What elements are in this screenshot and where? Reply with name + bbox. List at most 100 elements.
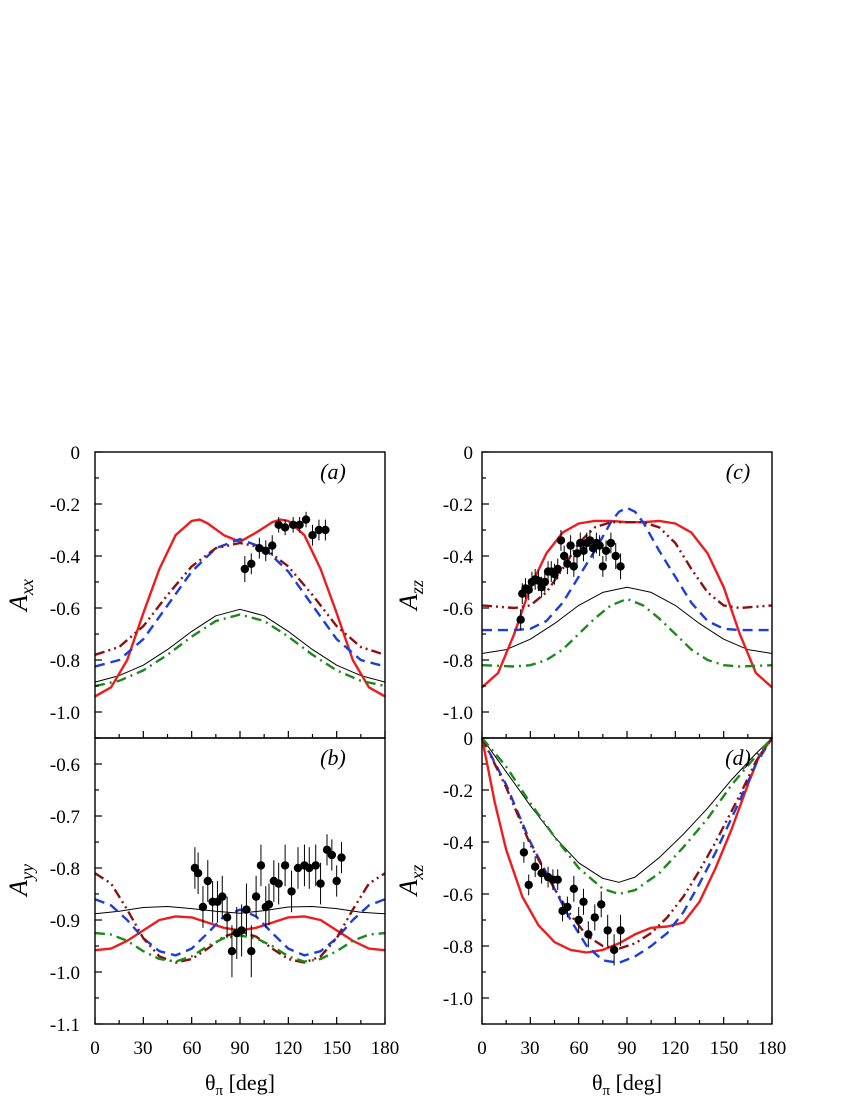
panel-b-xtick-label: 150 bbox=[323, 1038, 352, 1059]
data-point bbox=[516, 615, 525, 624]
panel-a-ylabel-sub: xx bbox=[17, 579, 37, 596]
data-point bbox=[264, 900, 274, 909]
panel-b-xtick-label: 120 bbox=[274, 1038, 303, 1059]
panel-b: (b) Ayy -0.6 -0.7 -0.8 -0.9 -1.0 -1.1 0 … bbox=[4, 737, 399, 1059]
curve-thin-black bbox=[481, 586, 773, 654]
data-point bbox=[280, 861, 290, 870]
data-point bbox=[301, 515, 311, 524]
curve-green-dashdot bbox=[94, 931, 386, 963]
panel-a-ytick-label: -0.6 bbox=[50, 599, 80, 620]
panel-a-frame bbox=[94, 451, 386, 739]
data-point bbox=[261, 546, 270, 555]
panel-b-frame bbox=[94, 737, 386, 1025]
panel-d-ytick-label: -0.6 bbox=[443, 885, 473, 906]
panel-d-xtick-label: 180 bbox=[758, 1038, 787, 1059]
panel-d-xtick-label: 90 bbox=[618, 1038, 637, 1059]
panel-b-label: (b) bbox=[320, 745, 346, 770]
curve-blue-dashed bbox=[482, 506, 772, 632]
panel-b-ytick-label: -1.1 bbox=[50, 1015, 80, 1036]
data-point bbox=[311, 861, 320, 870]
data-point bbox=[579, 546, 588, 555]
data-point bbox=[576, 538, 585, 548]
panel-c-ytick-label: -1.0 bbox=[443, 703, 473, 724]
data-point bbox=[247, 559, 256, 568]
panel-b-curves bbox=[94, 872, 386, 964]
panel-c-ytick-label: -0.6 bbox=[443, 599, 473, 620]
data-point bbox=[280, 523, 290, 532]
panel-d-xtick-label: 120 bbox=[661, 1038, 690, 1059]
panel-d-data-points bbox=[519, 842, 625, 966]
panel-d-ytick-label: -0.2 bbox=[443, 781, 473, 802]
panel-b-x-tick-labels: 0 30 60 90 120 150 180 bbox=[90, 1038, 399, 1059]
data-point bbox=[616, 926, 625, 935]
panel-c-ylabel-sub: zz bbox=[407, 580, 427, 595]
panel-d-ylabel: Axz bbox=[394, 865, 427, 898]
data-point bbox=[247, 947, 256, 956]
data-point bbox=[553, 875, 562, 884]
x-axis-title-unit: [deg] bbox=[223, 1070, 275, 1095]
data-point bbox=[584, 930, 593, 939]
panel-c-label: (c) bbox=[726, 459, 750, 484]
curve-blue-dashed bbox=[94, 898, 386, 957]
panel-d-label: (d) bbox=[725, 745, 751, 770]
data-point bbox=[606, 538, 616, 548]
data-point bbox=[566, 541, 575, 550]
data-point bbox=[524, 585, 533, 594]
data-point bbox=[288, 520, 298, 529]
data-point bbox=[295, 520, 304, 529]
data-point bbox=[530, 862, 540, 871]
data-point bbox=[603, 926, 612, 935]
data-point bbox=[198, 902, 208, 912]
panel-c-data-points bbox=[516, 530, 625, 631]
panel-d-ytick-label: 0 bbox=[464, 729, 474, 750]
data-point bbox=[534, 576, 543, 585]
curve-thin-black bbox=[94, 608, 386, 683]
data-point bbox=[227, 947, 237, 956]
x-axis-title-sub: π bbox=[603, 1083, 611, 1099]
panel-b-xtick-label: 0 bbox=[90, 1038, 100, 1059]
panel-d-xtick-label: 0 bbox=[477, 1038, 487, 1059]
panel-d-x-tick-labels: 0 30 60 90 120 150 180 bbox=[477, 1038, 786, 1059]
data-point bbox=[574, 915, 583, 925]
data-point bbox=[611, 551, 620, 561]
data-point bbox=[559, 551, 569, 561]
data-point bbox=[569, 884, 579, 893]
data-point bbox=[598, 562, 608, 571]
data-point bbox=[616, 562, 625, 571]
data-point bbox=[540, 577, 550, 587]
data-point bbox=[287, 887, 296, 896]
panel-d-ytick-label: -0.8 bbox=[443, 937, 473, 958]
data-point bbox=[242, 905, 251, 914]
data-point bbox=[563, 902, 572, 912]
data-point bbox=[314, 525, 324, 535]
curve-blue-dashed bbox=[94, 537, 386, 668]
data-point bbox=[563, 559, 572, 568]
data-point bbox=[524, 880, 533, 890]
data-point bbox=[240, 564, 250, 574]
panel-c-y-tick-labels: 0 -0.2 -0.4 -0.6 -0.8 -1.0 bbox=[443, 443, 474, 724]
panel-b-xtick-label: 90 bbox=[231, 1038, 250, 1059]
data-point bbox=[519, 848, 529, 857]
panel-d: (d) Axz 0 -0.2 -0.4 -0.6 -0.8 -1.0 0 30 … bbox=[394, 729, 786, 1059]
curve-thin-black bbox=[481, 737, 773, 883]
panel-b-xtick-label: 180 bbox=[371, 1038, 400, 1059]
data-point bbox=[601, 546, 611, 555]
panel-a-y-tick-labels: 0 -0.2 -0.4 -0.6 -0.8 -1.0 bbox=[50, 443, 81, 724]
panel-c: (c) Azz 0 -0.2 -0.4 -0.6 -0.8 -1.0 bbox=[394, 443, 773, 739]
panel-b-ylabel-sub: yy bbox=[17, 864, 37, 882]
panel-a-label: (a) bbox=[320, 459, 346, 484]
panel-d-xtick-label: 150 bbox=[710, 1038, 739, 1059]
data-point bbox=[556, 536, 566, 545]
data-point bbox=[579, 897, 588, 906]
data-point bbox=[268, 541, 277, 550]
panel-d-y-tick-labels: 0 -0.2 -0.4 -0.6 -0.8 -1.0 bbox=[443, 729, 474, 1010]
panel-b-ticks bbox=[94, 737, 386, 1025]
panel-a-ticks bbox=[94, 451, 386, 739]
panel-d-ylabel-main: A bbox=[394, 879, 423, 897]
data-point bbox=[193, 869, 203, 878]
data-point bbox=[274, 520, 283, 529]
data-point bbox=[595, 541, 604, 550]
panel-b-ytick-label: -0.7 bbox=[50, 807, 80, 828]
data-point bbox=[255, 544, 264, 553]
